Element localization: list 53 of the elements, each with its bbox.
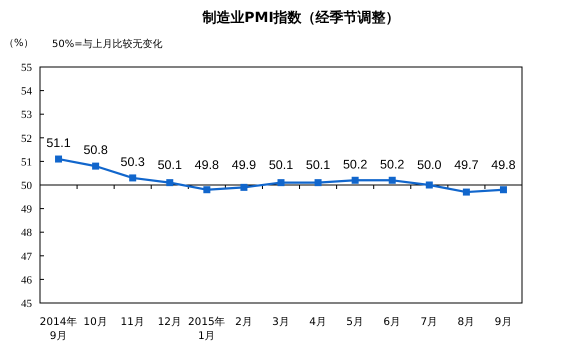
- data-label: 50.3: [120, 154, 145, 169]
- y-tick-label: 49: [21, 204, 32, 216]
- x-tick-label: 2015年 1月: [188, 316, 226, 342]
- y-axis-title: （%）: [4, 38, 34, 49]
- y-tick-label: 55: [21, 62, 32, 74]
- point: [55, 156, 62, 163]
- y-tick-label: 48: [21, 227, 32, 240]
- x-tick-label: 11月: [120, 316, 145, 328]
- x-tick-label: 8月: [458, 316, 476, 328]
- x-tick-label: 12月: [158, 316, 182, 328]
- x-tick-label: 4月: [309, 316, 327, 328]
- point: [314, 179, 322, 186]
- point: [278, 179, 284, 186]
- x-tick-label: 6月: [383, 316, 402, 328]
- y-tick-label: 50: [21, 180, 32, 192]
- point: [388, 176, 396, 184]
- chart-title: 制造业PMI指数（经季节调整）: [201, 9, 400, 26]
- y-tick-label: 47: [21, 250, 32, 263]
- y-tick-label: 53: [21, 109, 32, 122]
- point: [426, 182, 433, 188]
- point: [352, 176, 359, 184]
- data-label: 49.9: [232, 158, 256, 172]
- x-tick-label: 9月: [494, 316, 512, 328]
- data-label: 50.2: [380, 157, 404, 172]
- y-tick-label: 52: [21, 132, 32, 145]
- data-label: 49.8: [491, 158, 516, 172]
- y-tick-label: 51: [21, 156, 32, 168]
- data-label: 50.8: [83, 143, 108, 158]
- x-tick-label: 2014年 9月: [40, 316, 78, 342]
- x-tick-label: 10月: [83, 316, 108, 328]
- data-label: 50.1: [158, 158, 182, 172]
- x-tick-label: 7月: [420, 316, 438, 328]
- x-tick-label: 2月: [235, 316, 253, 328]
- y-tick-label: 54: [21, 86, 32, 98]
- point: [203, 186, 210, 194]
- data-label: 49.7: [454, 158, 479, 172]
- data-label: 50.2: [342, 157, 368, 172]
- point: [462, 188, 470, 196]
- point: [500, 186, 507, 194]
- data-label: 50.1: [268, 158, 294, 172]
- point: [240, 184, 248, 191]
- text: 50%=与上月比较无变化: [52, 38, 163, 50]
- data-label: 49.8: [194, 158, 220, 172]
- point: [129, 174, 136, 182]
- x-tick-label: 3月: [272, 316, 290, 328]
- y-tick-label: 45: [21, 298, 32, 310]
- data-label: 50.0: [417, 158, 442, 172]
- data-label: 50.1: [306, 158, 330, 172]
- x-tick-label: 5月: [346, 316, 364, 328]
- data-label: 51.1: [46, 136, 71, 150]
- point: [166, 179, 174, 186]
- point: [92, 162, 100, 170]
- y-tick-label: 46: [21, 274, 32, 286]
